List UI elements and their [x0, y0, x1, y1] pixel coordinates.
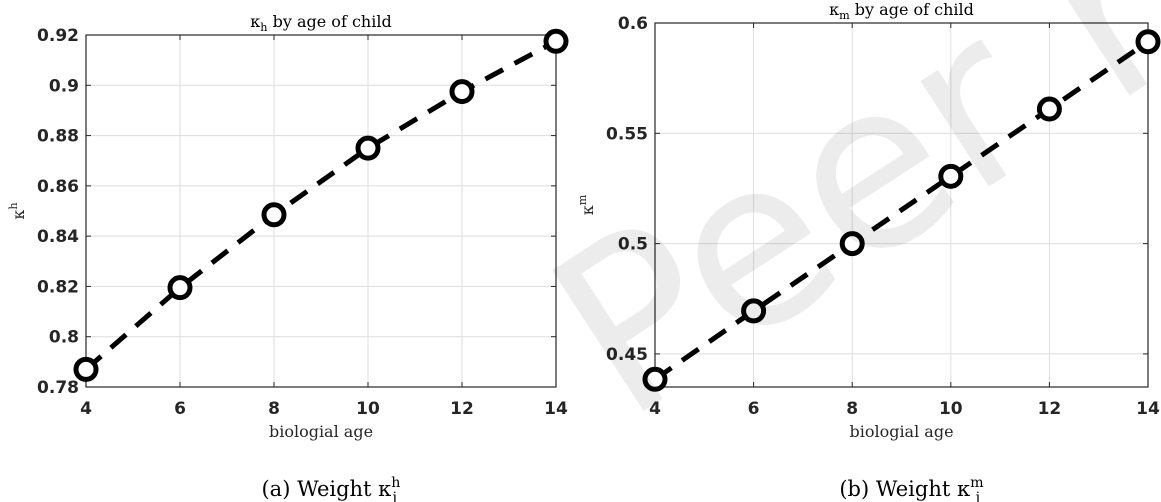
y-tick-label: 0.45: [606, 345, 648, 365]
figure-caption: (b) Weight κm j: [839, 475, 984, 502]
data-point: [741, 298, 767, 324]
x-tick-label: 8: [268, 399, 280, 419]
plot-area: [655, 23, 1148, 387]
x-tick-label: 4: [80, 399, 92, 419]
series-line: [653, 39, 1150, 382]
y-axis-label-group: κm: [576, 194, 597, 215]
y-tick-label: 0.88: [37, 127, 79, 147]
x-tick-label: 12: [1038, 399, 1062, 419]
y-tick-label: 0.55: [606, 124, 648, 144]
x-tick-label: 4: [649, 399, 661, 419]
data-point: [73, 356, 99, 382]
x-tick-label: 8: [846, 399, 858, 419]
data-point: [839, 231, 865, 257]
x-tick-label: 10: [356, 399, 380, 419]
y-tick-label: 0.6: [618, 14, 648, 34]
x-tick-label: 12: [450, 399, 474, 419]
chart-title: κm by age of child: [829, 0, 974, 22]
data-point: [543, 28, 569, 54]
y-tick-label: 0.84: [37, 227, 79, 247]
y-axis-label: κm: [576, 194, 597, 215]
axes-frame: [85, 34, 557, 388]
data-point: [642, 366, 668, 392]
y-tick-label: 0.5: [618, 235, 648, 255]
y-tick-label: 0.86: [37, 177, 79, 197]
chart-kappa-h: 4 6 8 10 12 14 0.78 0.8 0.82 0.84 0.86 0.88 0.9 0.92 κ…: [7, 12, 569, 502]
figure-caption: (a) Weight κh j: [261, 475, 400, 502]
plot-area: [86, 35, 556, 387]
x-axis-label: biologial age: [849, 422, 953, 441]
chart-title: κh by age of child: [250, 12, 391, 34]
y-tick-label: 0.78: [37, 378, 79, 398]
y-axis-label-group: κh: [7, 202, 28, 219]
x-axis-label: biologial age: [269, 422, 373, 441]
data-point: [449, 79, 475, 105]
series-line: [84, 39, 558, 372]
x-tick-label: 6: [748, 399, 760, 419]
data-point: [355, 135, 381, 161]
data-point: [1036, 96, 1062, 122]
x-tick-label: 14: [544, 399, 568, 419]
data-point: [938, 163, 964, 189]
chart-kappa-m: 4 6 8 10 12 14 0.45 0.5 0.55 0.6 κm by age of chil…: [576, 0, 1161, 502]
x-tick-label: 10: [939, 399, 963, 419]
data-point: [1135, 29, 1161, 55]
y-tick-label: 0.8: [49, 328, 79, 348]
y-tick-label: 0.82: [37, 277, 79, 297]
data-point: [261, 202, 287, 228]
data-point: [167, 275, 193, 301]
axes-frame: [654, 22, 1149, 388]
y-tick-label: 0.9: [49, 76, 79, 96]
y-axis-label: κh: [7, 202, 28, 219]
x-tick-label: 14: [1136, 399, 1160, 419]
x-tick-label: 6: [174, 399, 186, 419]
y-tick-label: 0.92: [37, 26, 79, 46]
